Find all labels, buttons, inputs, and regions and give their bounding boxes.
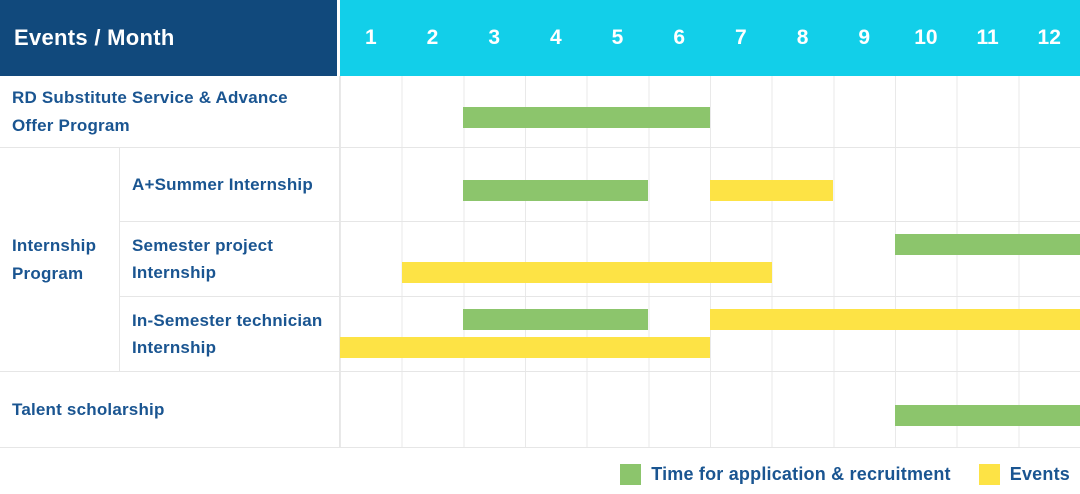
month-header-7: 7 [735,26,747,49]
row-a-plus-summer: A+Summer Internship [120,148,1080,222]
row-label-rd-substitute: RD Substitute Service & Advance Offer Pr… [0,76,340,147]
month-header-11: 11 [976,26,999,49]
gantt-lane-rd-substitute [340,76,1080,147]
group-label-internship-program: Internship Program [0,148,120,371]
month-header-5: 5 [611,26,624,49]
row-semester-project: Semester project Internship [120,222,1080,297]
legend-label-events: Events [1009,464,1070,484]
row-talent-scholarship: Talent scholarship [0,372,1080,448]
row-label-a-plus-summer: A+Summer Internship [120,148,340,221]
legend: Time for application & recruitment Event… [0,448,1080,485]
gantt-bar-event [710,308,1080,330]
month-header-8: 8 [796,26,809,49]
gantt-bar-application [463,308,649,330]
legend-label-application: Time for application & recruitment [651,464,951,484]
legend-item-application: Time for application & recruitment [620,464,951,485]
gantt-lane-in-semester [340,297,1080,371]
group-internship-program: Internship Program A+Summer Internship S… [0,148,1080,372]
month-header-12: 12 [1037,26,1061,49]
month-header-9: 9 [858,26,871,49]
gantt-lane-talent-scholarship [340,372,1080,447]
gantt-lane-semester-project [340,222,1080,296]
row-label-talent-scholarship: Talent scholarship [0,372,340,447]
month-header-2: 2 [426,26,439,49]
month-header-6: 6 [673,26,686,49]
gantt-bar-application [895,405,1080,426]
internship-program-subrows: A+Summer Internship Semester project Int… [120,148,1080,371]
gantt-lane-a-plus-summer [340,148,1080,221]
events-month-header-cell: Events / Month [0,0,340,76]
gantt-bar-event [401,261,772,283]
table-header-row: Events / Month 1 2 3 4 5 6 7 8 9 10 11 1… [0,0,1080,76]
gantt-bar-application [463,107,710,129]
gantt-bar-application [463,180,649,202]
row-label-semester-project: Semester project Internship [120,222,340,296]
gantt-bar-application [895,233,1080,255]
gantt-bar-event [710,180,834,202]
row-in-semester: In-Semester technician Internship [120,297,1080,371]
month-header-10: 10 [914,26,938,49]
legend-item-events: Events [978,464,1070,485]
month-header-3: 3 [488,26,501,49]
month-header-strip: 1 2 3 4 5 6 7 8 9 10 11 12 [340,0,1080,76]
month-header-1: 1 [364,26,377,49]
legend-swatch-green-icon [620,464,642,485]
legend-swatch-yellow-icon [978,464,1000,485]
gantt-bar-event [340,336,710,358]
row-label-in-semester: In-Semester technician Internship [120,297,340,371]
month-header-4: 4 [550,26,562,49]
row-rd-substitute: RD Substitute Service & Advance Offer Pr… [0,76,1080,148]
